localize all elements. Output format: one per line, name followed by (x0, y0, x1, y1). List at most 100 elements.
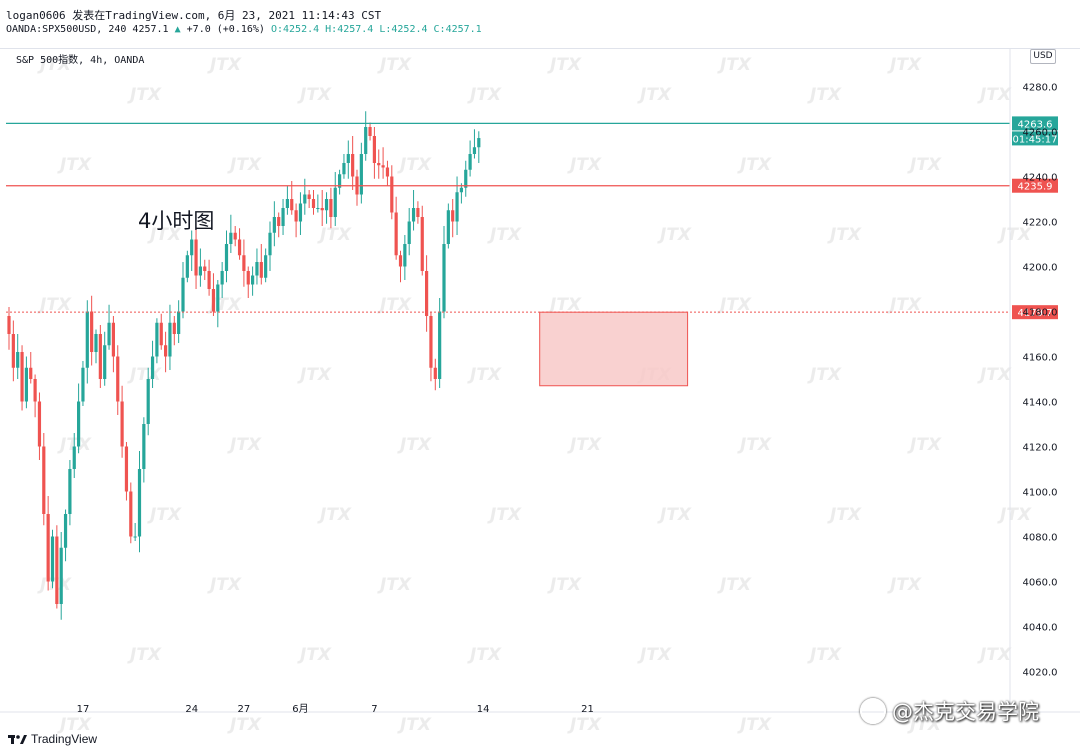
author-credit: @杰克交易学院 (860, 696, 1039, 726)
candle-body (33, 379, 37, 402)
candle-body (190, 239, 194, 256)
candle-body (407, 221, 411, 244)
x-tick-label: 14 (477, 704, 490, 715)
candle-body (433, 367, 437, 379)
candle-body (324, 199, 329, 211)
watermark-text: JTX (227, 155, 262, 175)
candle-body (16, 352, 20, 368)
watermark-text: JTX (377, 55, 412, 75)
price-level-label: 4179.7 (1018, 308, 1053, 319)
candle-body (468, 154, 472, 170)
candle-body (377, 163, 381, 166)
y-tick-label: 4180.0 (1023, 308, 1058, 319)
watermark-text: JTX (377, 575, 412, 595)
candle-body (364, 127, 368, 154)
price-level-label: 4263.6 (1018, 119, 1053, 130)
candle-body (133, 536, 137, 538)
watermark-text: JTX (57, 155, 92, 175)
watermark-text: JTX (397, 155, 432, 175)
watermark-text: JTX (717, 55, 752, 75)
candle-body (168, 322, 172, 357)
candle-body (207, 271, 211, 289)
watermark-text: JTX (227, 435, 262, 455)
support-zone-box[interactable] (539, 311, 689, 387)
candle-body (338, 174, 342, 188)
currency-button[interactable]: USD (1030, 49, 1056, 64)
watermark-text: JTX (317, 505, 352, 525)
watermark-text: JTX (827, 225, 862, 245)
candle-body (311, 199, 316, 208)
watermark-text: JTX (737, 155, 772, 175)
y-tick-label: 4020.0 (1023, 668, 1058, 679)
price-level-tag (1012, 178, 1058, 193)
watermark-text: JTX (397, 435, 432, 455)
candle-body (303, 194, 307, 204)
candle-body (342, 163, 346, 175)
candle-body (24, 367, 28, 402)
countdown-tag (1012, 131, 1058, 146)
watermark-text: JTX (717, 575, 752, 595)
x-tick-label: 17 (77, 704, 90, 715)
watermark-text: JTX (567, 435, 602, 455)
levels-layer: 4263.6 4235.9 4179.7 01:45:17 (6, 116, 1058, 320)
candle-body (420, 217, 424, 271)
axes-layer: 4020.0 4040.0 4060.0 4080.0 4100.0 4120.0 4140… (0, 48, 1080, 715)
tradingview-logo-icon (8, 735, 27, 744)
candle-body (451, 210, 455, 222)
x-tick-label: 27 (238, 704, 251, 715)
y-tick-label: 4280.0 (1023, 83, 1058, 94)
candle-body (333, 187, 337, 217)
watermark-text: JTX (127, 645, 162, 665)
candle-body (237, 239, 242, 256)
symbol-info: OANDA:SPX500USD, 240 4257.1 ▲ +7.0 (+0.1… (6, 24, 482, 35)
candle-body (398, 255, 403, 267)
watermark-text: JTX (657, 225, 692, 245)
candle-body (416, 208, 420, 217)
candle-body (172, 322, 176, 334)
watermark-text: JTX (547, 575, 582, 595)
candle-body (42, 446, 46, 514)
candle-body (164, 345, 168, 357)
candle-body (77, 401, 81, 447)
candle-body (194, 239, 198, 276)
candle-body (211, 289, 216, 312)
candle-body (155, 322, 159, 357)
candle-body (446, 210, 450, 244)
candle-body (55, 536, 59, 604)
candle-body (272, 217, 276, 233)
watermark-text: JTX (207, 55, 242, 75)
watermark-text: JTX (487, 505, 522, 525)
watermark-text: JTX (997, 225, 1032, 245)
candle-body (116, 356, 120, 402)
candle-body (429, 316, 433, 368)
candle-body (59, 547, 63, 604)
tradingview-logo[interactable]: TradingView (8, 731, 97, 747)
watermark-text: JTX (37, 55, 72, 75)
candle-body (142, 424, 146, 469)
candle-body (111, 322, 115, 357)
watermark-text: JTX (737, 435, 772, 455)
candles-layer (7, 111, 481, 620)
candle-body (394, 212, 398, 256)
watermark-text: JTX (207, 575, 242, 595)
watermark-text: JTX (547, 295, 582, 315)
candle-body (290, 199, 294, 211)
candle-body (37, 401, 42, 447)
watermark-text: JTX (317, 225, 352, 245)
candle-body (159, 322, 163, 346)
watermark-text: JTX (297, 645, 332, 665)
watermark-text: JTX (127, 85, 162, 105)
candle-body (63, 514, 68, 548)
watermark-text: JTX (547, 55, 582, 75)
candle-body (46, 514, 50, 582)
candle-body (411, 208, 416, 222)
candle-body (233, 232, 237, 240)
candle-body (368, 127, 372, 136)
y-tick-label: 4200.0 (1023, 263, 1058, 274)
watermark-text: JTX (977, 365, 1012, 385)
x-tick-label: 21 (581, 704, 594, 715)
candle-body (381, 165, 385, 168)
candle-body (11, 334, 15, 368)
watermark-text: JTX (377, 295, 412, 315)
